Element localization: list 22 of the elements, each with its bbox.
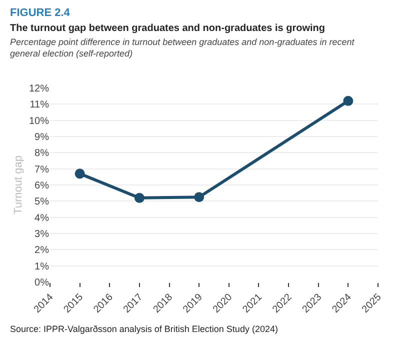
y-tick-label: 7% <box>34 164 50 176</box>
y-tick-label: 1% <box>34 261 50 272</box>
y-tick-label: 8% <box>34 148 50 160</box>
point <box>194 192 204 202</box>
y-axis-title: Turnout gap <box>12 156 25 214</box>
y-tick-label: 3% <box>34 229 50 240</box>
caption: FIGURE 2.4 <box>10 7 71 19</box>
chart-title: The turnout gap between graduates and non-graduates is growing <box>10 23 326 34</box>
y-tick-label: 6% <box>34 180 50 192</box>
y-tick-label: 12% <box>28 84 50 94</box>
source-note: Source: IPPR-Valgarðsson analysis of British Election Study (2024) <box>10 324 278 334</box>
y-tick-label: 10% <box>28 116 50 127</box>
y-tick-label: 5% <box>34 196 50 208</box>
y-tick-label: 11% <box>30 100 50 111</box>
y-tick-label: 4% <box>34 212 50 224</box>
chart-subtitle: Percentage point difference in turnout between graduates and non-graduates in recent general election (self-reported) <box>10 37 355 59</box>
y-tick-label: 2% <box>34 245 50 256</box>
y-tick-label: 9% <box>34 132 50 143</box>
point <box>74 168 85 179</box>
y-tick-label: 0% <box>34 278 50 288</box>
point <box>134 192 144 203</box>
point <box>343 96 354 106</box>
